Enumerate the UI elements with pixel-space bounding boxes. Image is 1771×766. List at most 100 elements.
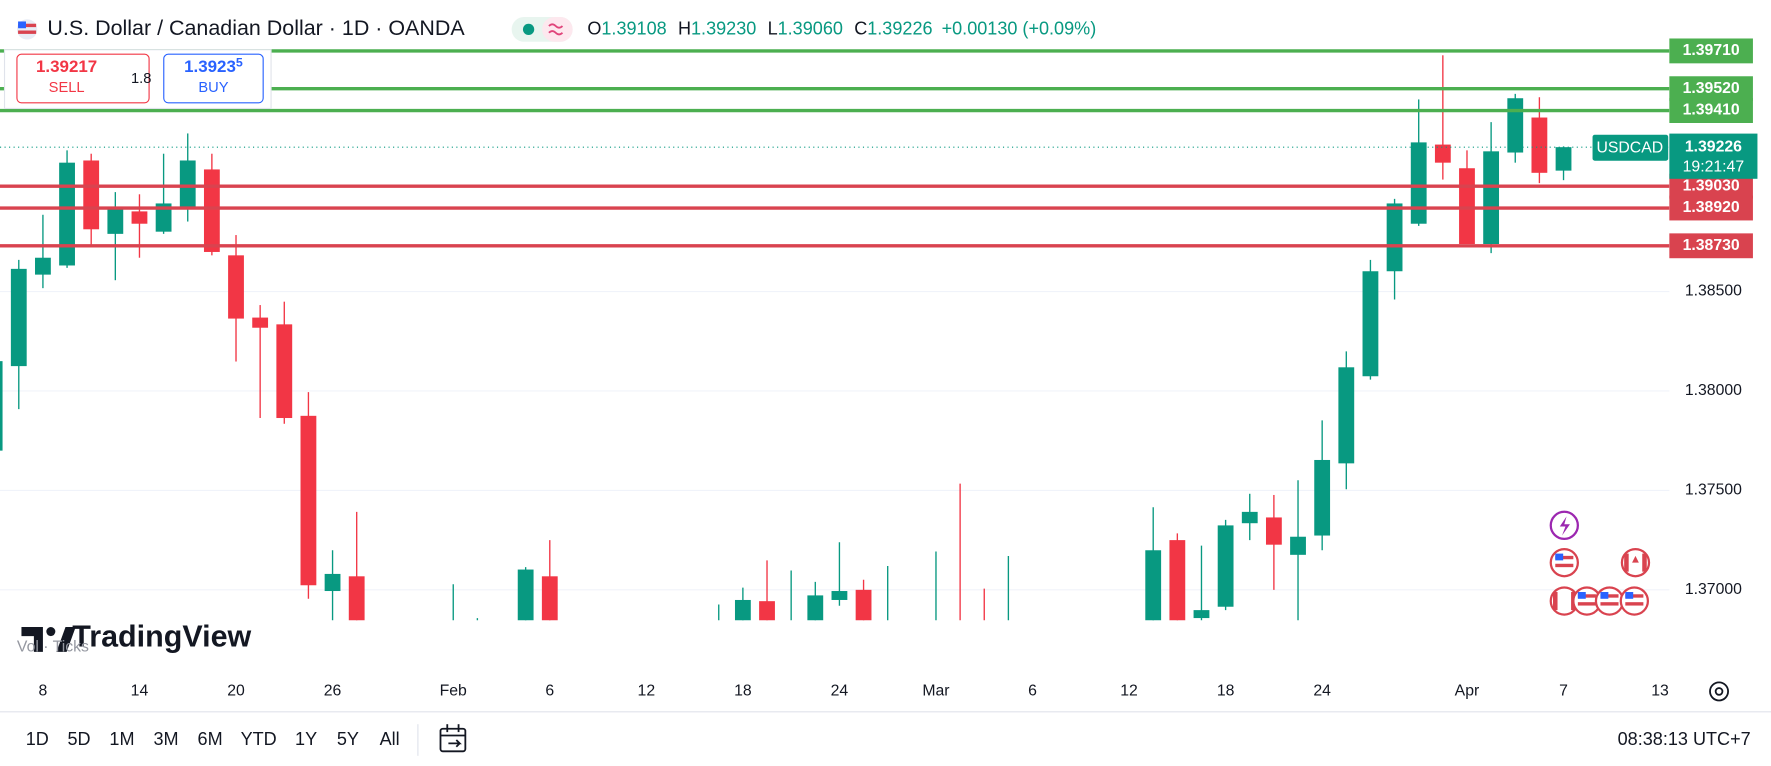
candle-body [1483,151,1500,245]
price-change: +0.00130 (+0.09%) [942,18,1097,38]
buy-price[interactable]: 1.39235 [184,56,243,77]
level-label: 1.39410 [1683,102,1740,119]
candle-body [131,211,148,224]
tradingview-logo [21,627,76,652]
level-label: 1.39520 [1683,80,1740,97]
ohlc-key: O [587,18,601,38]
x-tick-label: 14 [131,683,149,700]
price-axis: 1.37000 1.37500 1.38000 1.38500 1.39710 1.395… [1592,38,1758,598]
date-range-icon[interactable] [439,724,467,753]
candle-body [1386,203,1403,272]
x-tick-label: 26 [324,683,342,700]
market-status[interactable] [511,16,573,42]
x-tick-label: 18 [734,683,752,700]
candle-body [734,599,751,621]
level-label-bg [1669,195,1753,221]
range-button[interactable]: 1Y [295,729,317,749]
candle-body [348,576,365,621]
ohlc-value: 1.39226 [867,18,932,38]
candle-body [252,317,269,328]
ohlc-value: 1.39230 [691,18,756,38]
buy-price-main[interactable]: 1.3923 [184,57,236,76]
candle-body [1434,144,1451,163]
sell-button[interactable]: 1.39217 SELL [16,53,150,104]
event-icons[interactable] [1549,510,1651,616]
plot-area [0,49,1670,621]
y-tick-label: 1.37500 [1685,482,1742,499]
range-button[interactable]: 3M [153,729,178,749]
last-price-bg [1669,133,1758,179]
range-button[interactable]: All [380,729,400,749]
x-tick-label: Feb [440,683,467,700]
candle-body [0,361,3,451]
x-tick-label: Mar [922,683,949,700]
x-tick-label: 18 [1217,683,1235,700]
candle-body [1410,142,1427,224]
candle-body [203,169,220,252]
last-price-label: 1.39226 [1685,138,1742,155]
y-tick-label: 1.37000 [1685,581,1742,598]
candle-body [1217,525,1234,607]
x-tick-label: 13 [1651,683,1669,700]
ohlc-key: H [678,18,691,38]
level-label: 1.39710 [1683,42,1740,59]
x-tick-label: 12 [638,683,656,700]
level-label: 1.39030 [1683,177,1740,194]
candle-body [855,589,872,621]
candle-body [155,203,172,232]
level-label-bg [1669,76,1753,102]
candle-body [1241,511,1258,524]
buy-button[interactable]: 1.39235 BUY [163,53,264,104]
y-tick-label: 1.38000 [1685,382,1742,399]
level-label-bg [1669,38,1753,64]
x-tick-label: 24 [1313,683,1331,700]
volume-legend[interactable]: Vol · Ticks [17,639,89,656]
candle-body [228,255,244,319]
candle-body [1145,550,1162,621]
x-tick-label: 12 [1120,683,1138,700]
candle-body [324,573,341,592]
ohlc-key: C [854,18,867,38]
candle-body [1459,168,1475,245]
x-tick-label: Apr [1455,683,1480,700]
spread: 1.8 [131,71,151,87]
range-button[interactable]: 1D [26,729,49,749]
candle-body [35,257,51,275]
x-tick-label: 7 [1559,683,1568,700]
range-button[interactable]: 1M [109,729,134,749]
candle-body [300,415,317,586]
level-label: 1.38920 [1683,199,1740,216]
range-button[interactable]: 6M [198,729,223,749]
candle-body [1314,459,1331,536]
y-tick-label: 1.38500 [1685,283,1742,300]
sell-label[interactable]: SELL [49,80,85,96]
range-button[interactable]: YTD [241,729,277,749]
candle-body [1265,517,1282,545]
range-button[interactable]: 5Y [337,729,359,749]
range-button[interactable]: 5D [68,729,91,749]
candle-body [1531,117,1548,173]
candle-body [1193,610,1210,619]
buy-price-digit[interactable]: 5 [236,56,243,70]
ohlc-value: 1.39108 [601,18,666,38]
buy-label[interactable]: BUY [198,80,228,96]
candle-body [1169,540,1186,621]
candle-body [59,162,75,266]
settings-icon[interactable] [1709,681,1729,702]
candle-body [541,576,558,621]
symbol-tag: USDCAD [1596,139,1663,156]
sell-price[interactable]: 1.39217 [36,57,97,76]
candle-body [517,569,534,621]
symbol-title[interactable]: U.S. Dollar / Canadian Dollar · 1D · OAN… [47,16,465,40]
clock[interactable]: 08:38:13 UTC+7 [1618,729,1751,749]
candle-body [83,160,100,230]
candle-body [107,209,124,234]
candle-body [807,595,824,621]
x-tick-label: 6 [1028,683,1037,700]
candle-body [759,601,775,621]
level-label-bg [1669,233,1753,259]
candle-body [1555,147,1572,171]
